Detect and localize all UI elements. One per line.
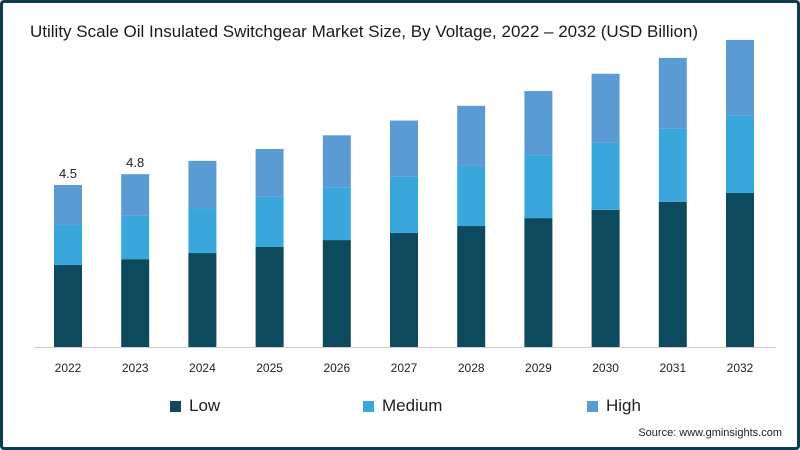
bar-high-2029 xyxy=(524,91,553,156)
x-tick-label: 2024 xyxy=(189,361,216,375)
bar-high-2024 xyxy=(188,160,217,209)
x-tick-label: 2032 xyxy=(727,361,754,375)
legend-swatch-medium xyxy=(363,400,374,412)
bar-low-2022 xyxy=(54,264,82,347)
bar-high-2025 xyxy=(255,149,284,197)
bar-medium-2032 xyxy=(726,115,754,193)
bar-high-2028 xyxy=(457,105,486,166)
bar-low-2023 xyxy=(121,259,150,347)
bar-medium-2022 xyxy=(54,224,82,265)
bar-high-2027 xyxy=(390,120,418,177)
bar-low-2029 xyxy=(524,218,553,347)
chart-title: Utility Scale Oil Insulated Switchgear M… xyxy=(30,22,699,41)
data-label: 4.5 xyxy=(59,166,77,181)
data-label: 4.8 xyxy=(126,155,144,170)
bar-high-2023 xyxy=(121,174,150,216)
x-tick-label: 2031 xyxy=(659,361,686,375)
bar-low-2032 xyxy=(726,192,754,347)
bar-medium-2023 xyxy=(121,215,150,260)
x-tick-label: 2028 xyxy=(458,361,485,375)
legend-swatch-high xyxy=(587,400,598,412)
bar-low-2027 xyxy=(390,232,418,347)
legend-swatch-low xyxy=(170,400,181,412)
bar-low-2024 xyxy=(188,253,217,347)
bar-high-2030 xyxy=(591,73,620,143)
bar-medium-2026 xyxy=(322,187,351,241)
bar-low-2030 xyxy=(591,209,620,347)
legend-item-low: Low xyxy=(170,396,220,416)
bar-low-2026 xyxy=(322,240,351,347)
bar-low-2028 xyxy=(457,226,486,347)
bar-medium-2028 xyxy=(457,165,486,227)
x-tick-label: 2026 xyxy=(323,361,350,375)
bar-low-2025 xyxy=(255,246,284,347)
x-tick-label: 2022 xyxy=(55,361,82,375)
x-tick-label: 2027 xyxy=(391,361,418,375)
bar-medium-2025 xyxy=(255,196,284,247)
x-tick-label: 2029 xyxy=(525,361,552,375)
x-tick-label: 2025 xyxy=(256,361,283,375)
legend-label-medium: Medium xyxy=(382,396,443,415)
x-tick-label: 2023 xyxy=(122,361,149,375)
bar-high-2026 xyxy=(322,135,351,188)
bar-high-2031 xyxy=(658,57,687,129)
legend-label-low: Low xyxy=(189,396,221,415)
legend-label-high: High xyxy=(606,396,641,415)
bar-medium-2029 xyxy=(524,155,553,219)
bar-medium-2024 xyxy=(188,208,217,254)
bar-medium-2030 xyxy=(591,142,620,210)
bar-high-2022 xyxy=(54,185,82,225)
source-note: Source: www.gminsights.com xyxy=(638,427,782,439)
legend-item-medium: Medium xyxy=(363,396,442,416)
bar-medium-2031 xyxy=(658,128,687,202)
x-tick-label: 2030 xyxy=(592,361,619,375)
legend-item-high: High xyxy=(587,396,641,416)
bar-low-2031 xyxy=(658,201,687,347)
bar-medium-2027 xyxy=(390,176,418,233)
bar-high-2032 xyxy=(726,39,754,116)
